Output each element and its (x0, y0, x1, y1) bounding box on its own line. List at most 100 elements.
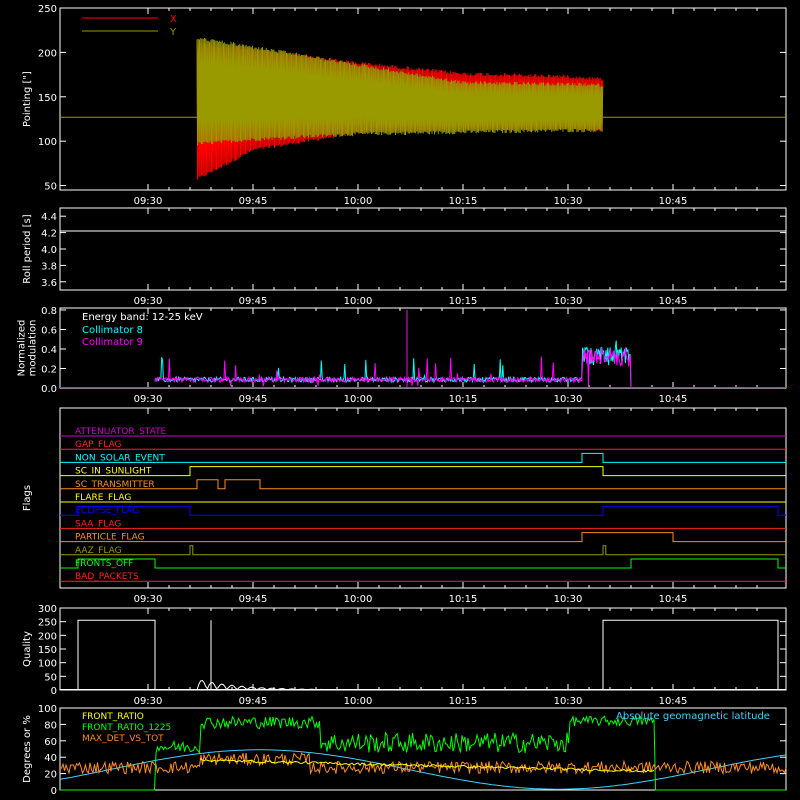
flags-ylabel: Flags (22, 485, 33, 511)
modulation-xtick-label: 10:00 (344, 394, 373, 405)
geometry-legend-label: FRONT_RATIO (82, 712, 144, 722)
pointing-ytick-label: 200 (38, 48, 57, 59)
modulation-xtick-label: 10:45 (659, 394, 688, 405)
modulation-legend-label: Collimator 8 (82, 325, 143, 336)
modulation-xtick-label: 09:45 (239, 394, 268, 405)
flag-label: PARTICLE_FLAG (75, 533, 145, 543)
quality-ytick-label: 100 (38, 659, 57, 670)
flag-line-fronts_off (60, 558, 786, 569)
roll-xtick-label: 10:15 (449, 296, 478, 307)
roll-ytick-label: 4.2 (41, 229, 57, 240)
geometry-series-front-ratio-1225 (60, 714, 786, 791)
roll-xtick-label: 10:00 (344, 296, 373, 307)
flag-line-sc_in_sunlight (60, 466, 786, 477)
modulation-ylabel: modulation (28, 320, 39, 377)
modulation-legend-label: Collimator 9 (82, 337, 143, 348)
geometry-ytick-label: 20 (44, 770, 57, 781)
modulation-ytick-label: 0.6 (41, 325, 57, 336)
geometry-series-latitude (59, 749, 787, 790)
modulation-annotation: Energy band: 12-25 keV (82, 312, 203, 323)
geometry-legend-label: MAX_DET_VS_TOT (82, 734, 164, 744)
quality-ylabel: Quality (22, 631, 33, 667)
roll-ytick-label: 3.8 (41, 261, 57, 272)
modulation-ytick-label: 0.4 (41, 345, 57, 356)
quality-ytick-label: 0 (51, 686, 57, 697)
flag-label: FLARE_FLAG (75, 493, 131, 503)
pointing-xtick-label: 10:00 (344, 196, 373, 207)
quality-panel: 0 50 100 150 200 250 300 Quality 09:30 09:45 10:00… (22, 604, 787, 707)
roll-xtick-label: 09:45 (239, 296, 268, 307)
quality-xtick-label: 10:30 (554, 696, 583, 707)
flag-label: BAD_PACKETS (75, 572, 139, 582)
quality-ytick-label: 50 (44, 672, 57, 683)
pointing-xtick-label: 10:30 (554, 196, 583, 207)
geometry-panel: 0 20 40 60 80 100 Degrees or % FRONT_RATIOFRONT… (22, 704, 787, 797)
modulation-ytick-label: 0.8 (41, 306, 57, 317)
flag-label: FRONTS_OFF (75, 559, 133, 569)
geometry-legend-label: FRONT_RATIO_1225 (82, 723, 171, 733)
quality-xtick-label: 10:00 (344, 696, 373, 707)
flag-label: NON_SOLAR_EVENT (75, 453, 165, 463)
flag-label: ECLIPSE_FLAG (75, 506, 139, 516)
flags-xtick-label: 10:00 (344, 594, 373, 605)
modulation-ytick-label: 0.2 (41, 364, 57, 375)
flag-line-aaz_flag (60, 545, 786, 556)
geometry-series-max-det-vs-tot (59, 752, 787, 776)
roll-panel: 3.6 3.8 4.0 4.2 4.4 Roll period [s] 09:30 09:45… (22, 207, 787, 307)
pointing-ylabel: Pointing ["] (22, 71, 33, 127)
pointing-series-Y (196, 37, 604, 146)
roll-xtick-label: 10:30 (554, 296, 583, 307)
geometry-ytick-label: 40 (44, 753, 57, 764)
geometry-panel-frame (59, 707, 787, 791)
pointing-xtick-label: 09:30 (134, 196, 163, 207)
quality-segment (77, 619, 156, 690)
modulation-ylabel: Normalized (17, 320, 28, 377)
roll-xtick-label: 09:30 (134, 296, 163, 307)
pointing-xtick-label: 10:15 (449, 196, 478, 207)
flag-label: ATTENUATOR_STATE (75, 427, 167, 437)
quality-ytick-label: 150 (38, 645, 57, 656)
geometry-series-front-ratio (199, 758, 655, 773)
flag-line-eclipse_flag (60, 505, 786, 516)
flags-xtick-label: 10:15 (449, 594, 478, 605)
flag-label: GAP_FLAG (75, 440, 121, 450)
pointing-xtick-label: 09:45 (239, 196, 268, 207)
quality-xtick-label: 09:45 (239, 696, 268, 707)
flags-xtick-label: 09:30 (134, 594, 163, 605)
pointing-ytick-label: 100 (38, 137, 57, 148)
geometry-ytick-label: 80 (44, 720, 57, 731)
roll-ytick-label: 4.0 (41, 245, 57, 256)
flag-label: SAA_FLAG (75, 519, 121, 529)
flag-line-non_solar_event (60, 452, 786, 463)
quality-decay (196, 679, 352, 691)
modulation-xtick-label: 09:30 (134, 394, 163, 405)
modulation-xtick-label: 10:30 (554, 394, 583, 405)
flag-label: AAZ_FLAG (75, 546, 122, 556)
roll-xtick-label: 10:45 (659, 296, 688, 307)
flags-xtick-label: 09:45 (239, 594, 268, 605)
modulation-ytick-label: 0.0 (41, 384, 57, 395)
roll-ytick-label: 4.4 (41, 212, 57, 223)
quality-xtick-label: 10:45 (659, 696, 688, 707)
flag-label: SC_TRANSMITTER (75, 480, 155, 490)
pointing-ytick-label: 50 (44, 182, 57, 193)
roll-ytick-label: 3.6 (41, 278, 57, 289)
geometry-ytick-label: 60 (44, 737, 57, 748)
pointing-xtick-label: 10:45 (659, 196, 688, 207)
quality-ytick-label: 200 (38, 631, 57, 642)
flags-xtick-label: 10:30 (554, 594, 583, 605)
flags-panel-frame (59, 407, 787, 589)
roll-panel-frame (59, 207, 787, 291)
modulation-panel: 0.0 0.2 0.4 0.6 0.8 Normalized modulation 09:30… (17, 306, 787, 405)
flag-line-sc_transmitter (60, 479, 786, 490)
pointing-ytick-label: 150 (38, 93, 57, 104)
geometry-legend-title: Absolute geomagnetic latitude (616, 711, 770, 722)
pointing-legend-label: X (170, 14, 177, 25)
pointing-panel-frame (59, 7, 787, 191)
geometry-ytick-label: 100 (38, 704, 57, 715)
flag-label: SC_IN_SUNLIGHT (75, 467, 152, 477)
pointing-legend-label: Y (169, 27, 177, 38)
quality-ytick-label: 300 (38, 604, 57, 615)
